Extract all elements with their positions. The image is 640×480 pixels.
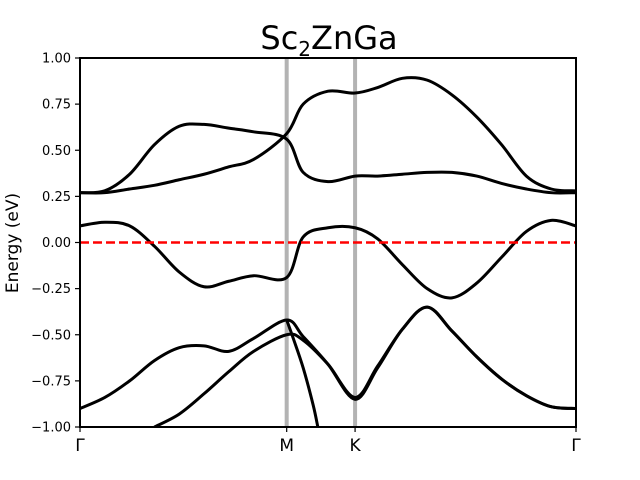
band-line-5 <box>153 305 576 427</box>
y-tick-label-0: 1.00 <box>42 52 71 67</box>
band-line-6 <box>285 319 320 427</box>
y-tick-label-5: −0.25 <box>31 282 71 297</box>
y-tick-label-7: −0.75 <box>31 374 71 389</box>
plot-area: 1.00 0.75 0.50 0.25 0.00 −0.25 −0.50 −0.75 −1.00… <box>31 52 581 457</box>
band-line-1 <box>80 76 576 195</box>
title-rest: ZnGa <box>311 19 398 57</box>
y-tick-label-3: 0.25 <box>42 190 71 205</box>
band-line-3 <box>80 218 576 300</box>
title-main: Sc <box>260 19 298 57</box>
svg-text:Sc2ZnGa: Sc2ZnGa <box>260 19 397 61</box>
band-line-4 <box>80 305 576 411</box>
kpoint-label-0: Γ <box>75 436 85 456</box>
title-subscript: 2 <box>298 37 311 61</box>
y-tick-label-1: 0.75 <box>42 98 71 113</box>
kpoint-label-2: K <box>350 436 362 456</box>
y-tick-label-8: −1.00 <box>31 421 71 436</box>
y-tick-label-2: 0.50 <box>42 144 71 159</box>
y-tick-label-4: 0.00 <box>42 236 71 251</box>
chart-title: Sc2ZnGa <box>260 19 397 61</box>
y-axis-label: Energy (eV) <box>3 193 23 293</box>
y-tick-label-6: −0.50 <box>31 328 71 343</box>
kpoint-label-3: Γ <box>571 436 581 456</box>
band-line-2 <box>80 122 576 195</box>
kpoint-label-1: M <box>279 436 294 456</box>
